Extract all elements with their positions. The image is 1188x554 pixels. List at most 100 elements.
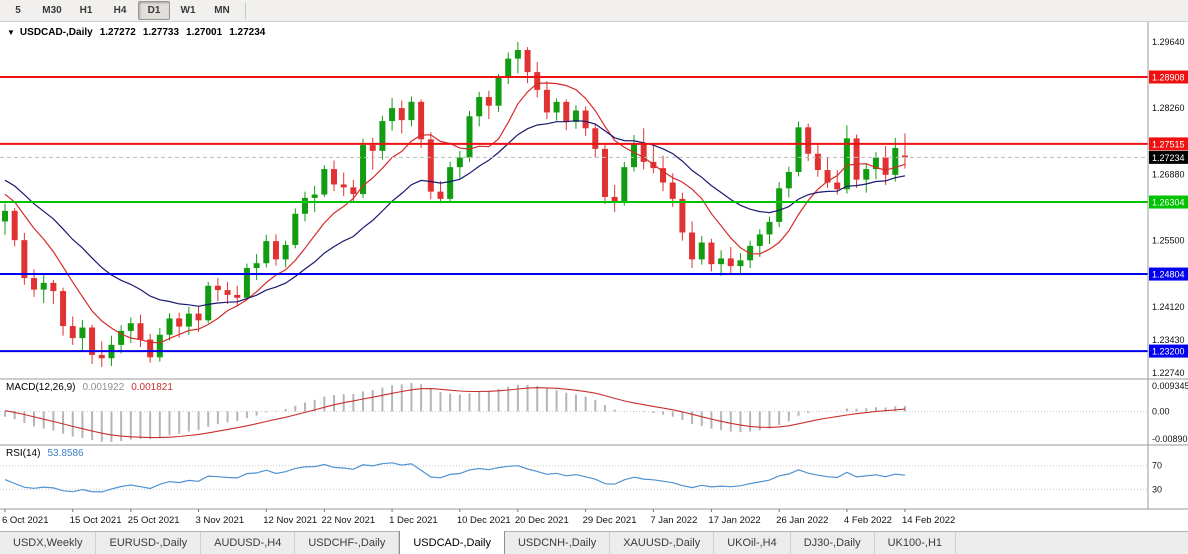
candle-body — [127, 323, 134, 331]
candle-body — [21, 240, 28, 279]
candle-body — [379, 121, 386, 151]
time-axis-label: 7 Jan 2022 — [650, 515, 697, 526]
candle-body — [195, 313, 202, 321]
timeframe-toolbar: 5 M30 H1 H4 D1 W1 MN — [0, 0, 1188, 22]
candle-body — [418, 101, 425, 140]
time-axis-label: 10 Dec 2021 — [457, 515, 511, 526]
tab-usdcad-daily[interactable]: USDCAD-,Daily — [399, 531, 505, 554]
candle-body — [785, 171, 792, 189]
candle-body — [582, 110, 589, 129]
macd-signal-line — [4, 387, 906, 439]
candle-body — [505, 58, 512, 78]
candle-body — [795, 127, 802, 172]
candle-body — [447, 167, 454, 199]
candle-body — [234, 294, 241, 298]
candle-body — [660, 168, 667, 183]
candle-body — [243, 268, 250, 298]
candle-body — [514, 50, 521, 59]
candle-body — [2, 210, 8, 222]
price-chart[interactable]: 70 30 1.29640 1.28260 1.26880 1.25500 1.24120 1… — [0, 22, 1188, 531]
time-axis-label: 12 Nov 2021 — [263, 515, 317, 526]
price-axis-label: 1.23430 — [1152, 335, 1185, 345]
candle-body — [350, 187, 357, 195]
candle-body — [69, 326, 76, 339]
macd-axis-bottom: -0.00890 — [1152, 434, 1188, 444]
candle-body — [834, 182, 841, 190]
candle-body — [727, 258, 734, 267]
rsi-line — [4, 462, 906, 493]
level-price-3-tag — [1149, 267, 1188, 281]
current-price-tag-label: 1.27234 — [1152, 153, 1185, 163]
candle-body — [631, 143, 638, 168]
tab-usdx-weekly[interactable]: USDX,Weekly — [0, 532, 97, 554]
candle-body — [466, 116, 473, 158]
time-axis-label: 29 Dec 2021 — [583, 515, 637, 526]
time-axis-label: 20 Dec 2021 — [515, 515, 569, 526]
candle-body — [147, 339, 154, 358]
tab-usdcnh-daily[interactable]: USDCNH-,Daily — [505, 532, 611, 554]
timeframe-button-w1[interactable]: W1 — [180, 5, 196, 16]
level-price-2-tag — [1149, 195, 1188, 209]
candle-body — [31, 278, 38, 290]
candle-body — [756, 234, 763, 246]
candle-body — [437, 191, 444, 199]
level-price-1-tag — [1149, 137, 1188, 151]
candle-body — [718, 258, 725, 265]
candle-body — [272, 241, 279, 260]
candle-body — [205, 285, 212, 321]
tab-usdchf-daily[interactable]: USDCHF-,Daily — [295, 532, 400, 554]
candle-body — [118, 330, 125, 345]
timeframe-button-mn[interactable]: MN — [214, 5, 230, 16]
tab-eurusd-daily[interactable]: EURUSD-,Daily — [96, 532, 202, 554]
timeframe-button-h1[interactable]: H1 — [79, 5, 93, 16]
price-axis-label: 1.24120 — [1152, 302, 1185, 312]
tab-dj30-daily[interactable]: DJ30-,Daily — [791, 532, 875, 554]
level-price-2-tag-label: 1.26304 — [1152, 198, 1185, 208]
candle-body — [369, 145, 376, 151]
candle-body — [427, 139, 434, 192]
level-price-3-tag-label: 1.24804 — [1152, 270, 1185, 280]
candle-body — [166, 318, 173, 335]
timeframe-button-5[interactable]: 5 — [15, 5, 21, 16]
candle-body — [640, 143, 647, 162]
price-axis-label: 1.28260 — [1152, 103, 1185, 113]
candle-body — [843, 138, 850, 190]
candle-body — [176, 318, 183, 327]
candle-body — [611, 196, 618, 203]
rsi-level-label: 30 — [1152, 484, 1162, 494]
macd-axis-zero: 0.00 — [1152, 406, 1170, 416]
price-axis-label: 1.29640 — [1152, 37, 1185, 47]
time-axis-label: 1 Dec 2021 — [389, 515, 438, 526]
tab-audusd-h4[interactable]: AUDUSD-,H4 — [201, 532, 296, 554]
timeframe-button-d1[interactable]: D1 — [138, 1, 170, 20]
candle-body — [263, 241, 270, 264]
candle-body — [766, 221, 773, 235]
candle-body — [495, 77, 502, 106]
candle-body — [214, 285, 221, 291]
candle-body — [679, 198, 686, 233]
tab-uk100-h1[interactable]: UK100-,H1 — [875, 532, 957, 554]
level-price-0-tag-label: 1.28908 — [1152, 72, 1185, 82]
candle-body — [485, 97, 492, 106]
time-axis-label: 3 Nov 2021 — [196, 515, 245, 526]
timeframe-button-h4[interactable]: H4 — [113, 5, 127, 16]
candle-body — [863, 169, 870, 180]
candle-body — [543, 89, 550, 113]
candle-body — [301, 197, 308, 214]
candle-body — [224, 290, 231, 295]
timeframe-button-m30[interactable]: M30 — [42, 5, 62, 16]
tab-ukoil-h4[interactable]: UKOil-,H4 — [714, 532, 791, 554]
candle-body — [137, 323, 144, 340]
time-axis-label: 15 Oct 2021 — [70, 515, 122, 526]
time-axis-label: 22 Nov 2021 — [321, 515, 375, 526]
candle-body — [892, 147, 899, 175]
time-axis-label: 17 Jan 2022 — [708, 515, 760, 526]
candle-body — [669, 182, 676, 199]
current-price-tag — [1149, 150, 1188, 164]
candle-body — [340, 184, 347, 188]
candle-body — [698, 242, 705, 260]
candle-body — [408, 101, 415, 121]
candle-body — [253, 263, 260, 269]
level-price-4-tag-label: 1.23200 — [1152, 347, 1185, 357]
tab-xauusd-daily[interactable]: XAUUSD-,Daily — [610, 532, 715, 554]
